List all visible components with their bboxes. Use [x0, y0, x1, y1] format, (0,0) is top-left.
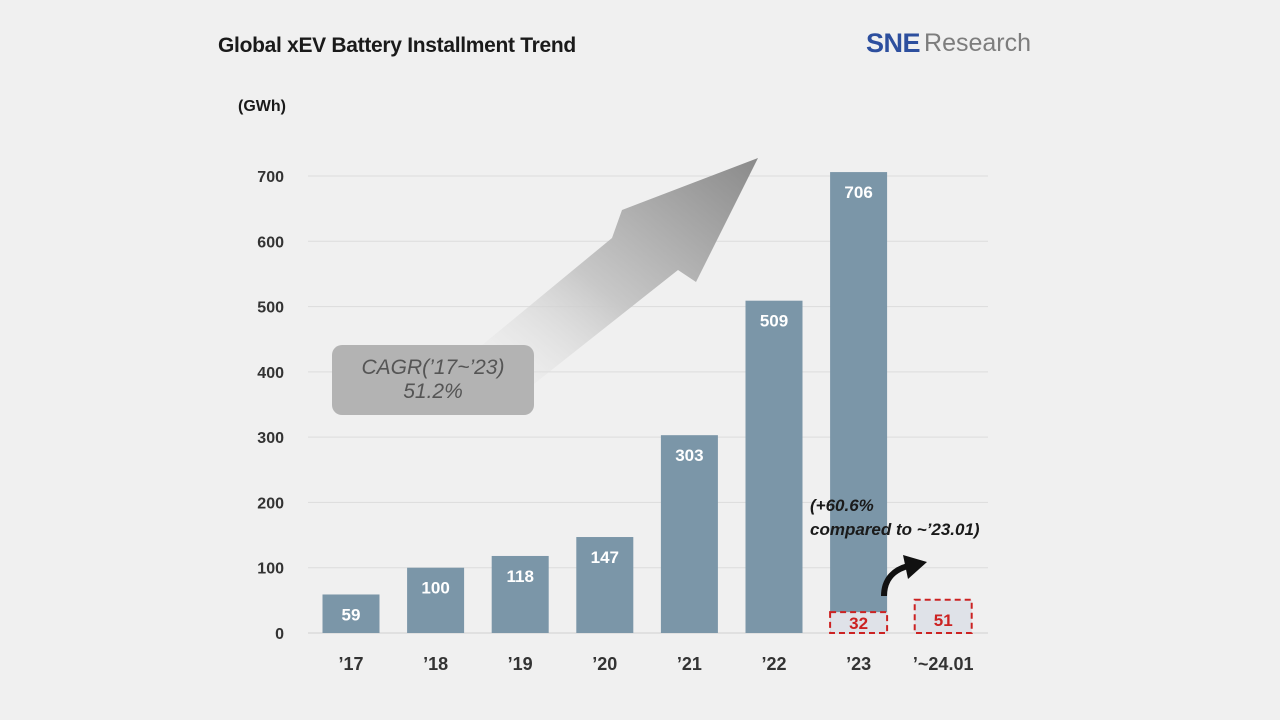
bar	[576, 537, 634, 633]
bar	[660, 435, 718, 633]
y-tick-label: 300	[257, 430, 284, 447]
x-tick-label: ’20	[592, 654, 617, 674]
bar	[407, 567, 465, 633]
bar	[913, 598, 973, 634]
growth-note: (+60.6% compared to ~’23.01)	[810, 494, 980, 542]
bar	[322, 594, 380, 633]
y-tick-label: 500	[257, 300, 284, 317]
x-tick-label: ’~24.01	[913, 654, 974, 674]
sne-research-logo: SNE Research	[866, 28, 1031, 59]
y-tick-label: 600	[257, 234, 284, 251]
y-tick-label: 100	[257, 561, 284, 578]
bar-value-label: 59	[342, 605, 361, 624]
growth-note-line1: (+60.6%	[810, 496, 874, 515]
growth-arrow	[470, 158, 758, 395]
highlight-value-label: 32	[849, 614, 868, 633]
cagr-label: CAGR(’17~’23)	[361, 356, 505, 379]
bar-value-label: 100	[421, 579, 449, 598]
bar	[745, 300, 803, 633]
cagr-callout: CAGR(’17~’23) 51.2%	[332, 345, 534, 415]
cagr-value: 51.2%	[403, 380, 463, 403]
bar-value-label: 147	[591, 548, 619, 567]
bar-value-label: 118	[506, 567, 533, 586]
x-tick-label: ’17	[338, 654, 363, 674]
y-axis-unit-label: (GWh)	[238, 98, 286, 115]
bar-value-label: 509	[760, 312, 788, 331]
bar-value-label: 303	[675, 446, 703, 465]
x-tick-label: ’18	[423, 654, 448, 674]
x-axis-labels: ’17 ’18 ’19 ’20 ’21 ’22 ’23 ’~24.01	[338, 654, 973, 674]
y-tick-label: 700	[257, 169, 284, 186]
y-axis-ticks: 0 100 200 300 400 500 600 700	[257, 169, 284, 643]
y-tick-label: 200	[257, 495, 284, 512]
chart-title: Global xEV Battery Installment Trend	[218, 34, 576, 57]
curved-arrow-head	[903, 555, 927, 579]
x-tick-label: ’22	[761, 654, 786, 674]
logo-research-text: Research	[924, 29, 1032, 57]
highlight-segment	[829, 611, 889, 635]
logo-sne-text: SNE	[866, 28, 921, 58]
x-tick-label: ’21	[677, 654, 702, 674]
growth-note-line2: compared to ~’23.01)	[810, 520, 980, 539]
x-tick-label: ’23	[846, 654, 871, 674]
bar	[830, 172, 888, 633]
bar	[491, 555, 549, 633]
curved-arrow-icon	[881, 563, 909, 597]
x-tick-label: ’19	[508, 654, 533, 674]
y-tick-label: 0	[275, 626, 284, 643]
bar-value-label: 51	[934, 611, 953, 630]
bars: 59 100 118 147 303 509 706 32 51	[322, 172, 973, 635]
y-tick-label: 400	[257, 365, 284, 382]
bar-value-label: 706	[844, 183, 872, 202]
